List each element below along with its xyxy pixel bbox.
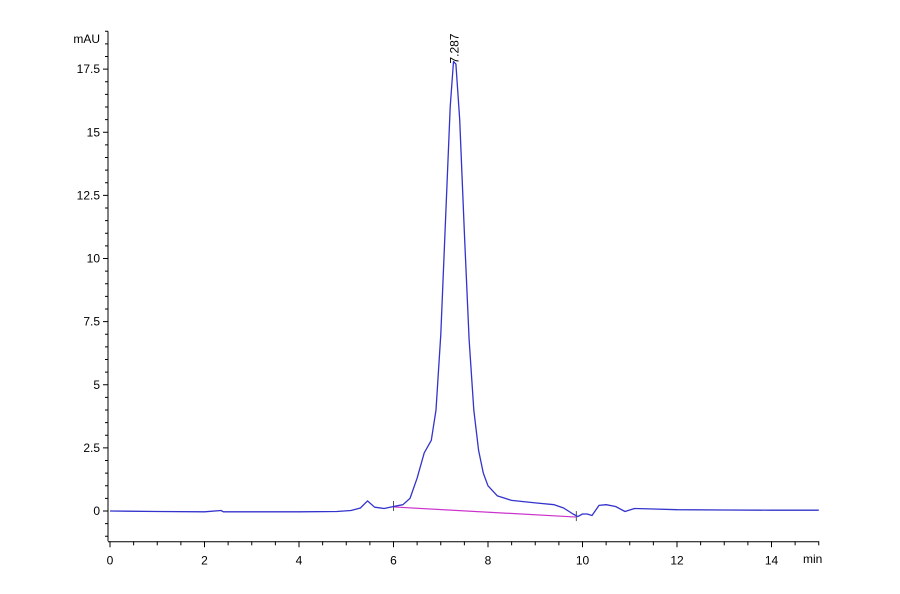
x-tick-label: 4 [296,553,303,567]
y-tick-label: 5 [93,378,100,392]
y-axis-label: mAU [73,32,100,46]
x-tick-label: 2 [201,553,208,567]
x-axis-label: min [803,552,822,566]
axes: 0 2.5 5 7.5 10 12.5 15 17.5 0 2 4 6 8 10 12 14 [77,30,820,567]
y-tick-label: 12.5 [77,188,101,202]
y-tick-label: 17.5 [77,62,101,76]
signal-trace [109,60,819,518]
y-tick-label: 10 [87,252,101,266]
y-tick-label: 15 [87,125,101,139]
x-tick-label: 10 [576,553,590,567]
x-tick-label: 12 [670,553,684,567]
x-tick-label: 14 [765,553,779,567]
peak-label: 7.287 [447,33,461,63]
x-tick-label: 0 [107,553,114,567]
y-tick-label: 2.5 [83,441,100,455]
marks: 7.287 [109,33,819,522]
integration-baseline [393,506,577,518]
y-tick-label: 0 [93,504,100,518]
x-tick-label: 8 [485,553,492,567]
x-tick-label: 6 [390,553,397,567]
y-tick-label: 7.5 [83,315,100,329]
